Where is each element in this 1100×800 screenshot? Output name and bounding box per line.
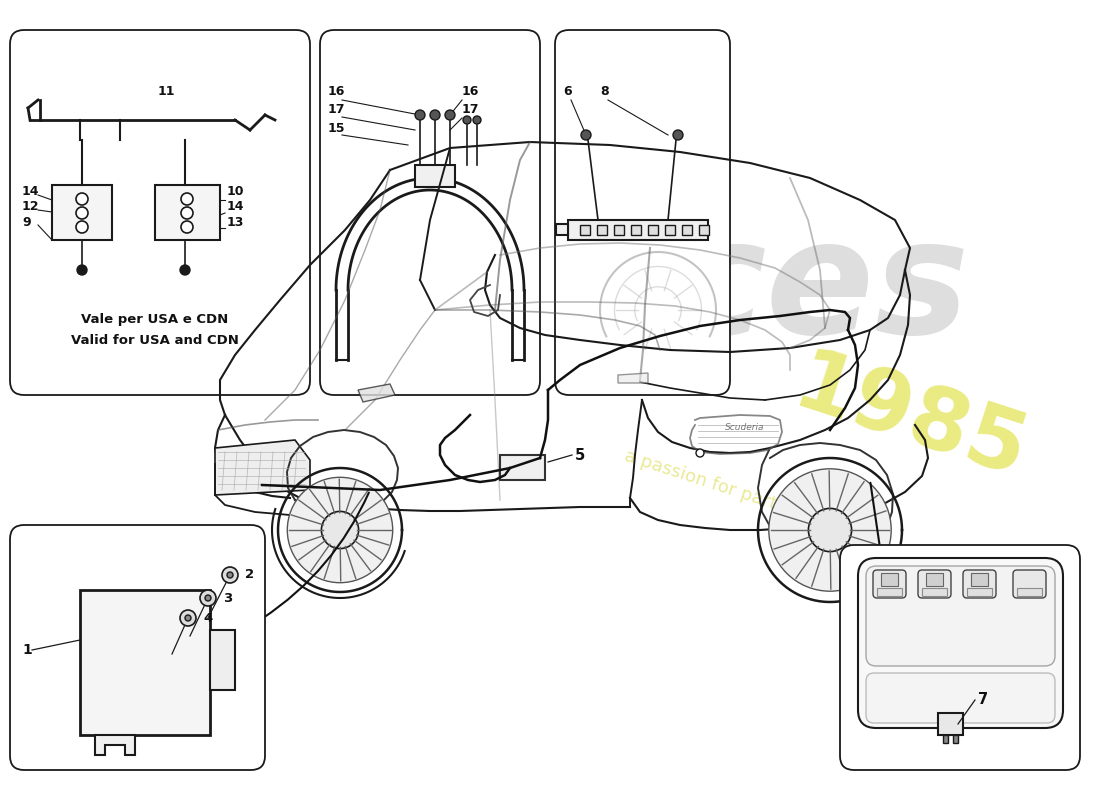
Text: 14: 14 [22, 185, 40, 198]
Circle shape [446, 110, 455, 120]
Text: Scuderia: Scuderia [725, 423, 764, 433]
Circle shape [227, 572, 233, 578]
Polygon shape [155, 185, 220, 240]
FancyBboxPatch shape [10, 525, 265, 770]
FancyBboxPatch shape [1013, 570, 1046, 598]
Circle shape [473, 116, 481, 124]
Circle shape [581, 130, 591, 140]
Circle shape [321, 511, 359, 549]
Text: 7: 7 [978, 693, 988, 707]
Polygon shape [415, 165, 455, 187]
Text: a passion for parts since: a passion for parts since [623, 447, 838, 533]
Text: 2: 2 [245, 569, 254, 582]
Circle shape [182, 221, 192, 233]
Polygon shape [698, 225, 710, 235]
Polygon shape [80, 590, 210, 735]
Polygon shape [1018, 588, 1042, 596]
Circle shape [76, 207, 88, 219]
Text: 15: 15 [328, 122, 345, 135]
FancyBboxPatch shape [866, 673, 1055, 723]
Text: 17: 17 [328, 103, 345, 116]
Text: Vale per USA e CDN: Vale per USA e CDN [81, 314, 229, 326]
Polygon shape [938, 713, 962, 735]
Circle shape [808, 509, 851, 552]
Text: 10: 10 [227, 185, 244, 198]
FancyBboxPatch shape [962, 570, 996, 598]
FancyBboxPatch shape [866, 566, 1055, 666]
Circle shape [205, 595, 211, 601]
Circle shape [77, 265, 87, 275]
Text: 1: 1 [22, 643, 32, 657]
Text: 17: 17 [462, 103, 480, 116]
Polygon shape [214, 440, 310, 495]
Polygon shape [953, 735, 958, 743]
Text: 8: 8 [600, 85, 608, 98]
Circle shape [200, 590, 216, 606]
Text: 13: 13 [227, 216, 244, 229]
Polygon shape [52, 185, 112, 240]
Circle shape [222, 567, 238, 583]
Circle shape [415, 110, 425, 120]
Text: 12: 12 [22, 200, 40, 213]
Polygon shape [210, 630, 235, 690]
FancyBboxPatch shape [556, 30, 730, 395]
Text: 11: 11 [158, 85, 176, 98]
Text: 1985: 1985 [783, 343, 1037, 497]
Circle shape [185, 615, 191, 621]
Circle shape [182, 207, 192, 219]
Polygon shape [618, 373, 648, 383]
Polygon shape [881, 573, 898, 586]
Polygon shape [614, 225, 624, 235]
FancyBboxPatch shape [918, 570, 952, 598]
FancyBboxPatch shape [840, 545, 1080, 770]
Polygon shape [926, 573, 943, 586]
Text: 4: 4 [204, 611, 212, 625]
Polygon shape [877, 588, 902, 596]
FancyBboxPatch shape [858, 558, 1063, 728]
Circle shape [769, 469, 891, 591]
Polygon shape [556, 224, 568, 235]
Text: 6: 6 [563, 85, 572, 98]
Polygon shape [648, 225, 658, 235]
Circle shape [430, 110, 440, 120]
Polygon shape [500, 455, 544, 480]
Circle shape [673, 130, 683, 140]
Circle shape [182, 193, 192, 205]
Circle shape [463, 116, 471, 124]
Circle shape [180, 265, 190, 275]
Text: 16: 16 [328, 85, 345, 98]
Polygon shape [682, 225, 692, 235]
Text: 3: 3 [223, 591, 232, 605]
Text: Valid for USA and CDN: Valid for USA and CDN [72, 334, 239, 346]
Polygon shape [95, 735, 135, 755]
Polygon shape [967, 588, 992, 596]
Circle shape [76, 193, 88, 205]
Polygon shape [631, 225, 641, 235]
FancyBboxPatch shape [10, 30, 310, 395]
Polygon shape [943, 735, 948, 743]
Polygon shape [568, 220, 708, 240]
Circle shape [696, 449, 704, 457]
Polygon shape [597, 225, 607, 235]
Text: 16: 16 [462, 85, 480, 98]
Circle shape [287, 478, 393, 582]
Polygon shape [580, 225, 590, 235]
Polygon shape [922, 588, 947, 596]
Circle shape [180, 610, 196, 626]
Circle shape [76, 221, 88, 233]
Polygon shape [971, 573, 988, 586]
FancyBboxPatch shape [320, 30, 540, 395]
FancyBboxPatch shape [873, 570, 906, 598]
Text: ces: ces [671, 213, 969, 367]
Text: 14: 14 [227, 200, 244, 213]
Text: 5: 5 [575, 447, 585, 462]
Polygon shape [358, 384, 395, 402]
Text: 9: 9 [22, 216, 31, 229]
Polygon shape [666, 225, 675, 235]
